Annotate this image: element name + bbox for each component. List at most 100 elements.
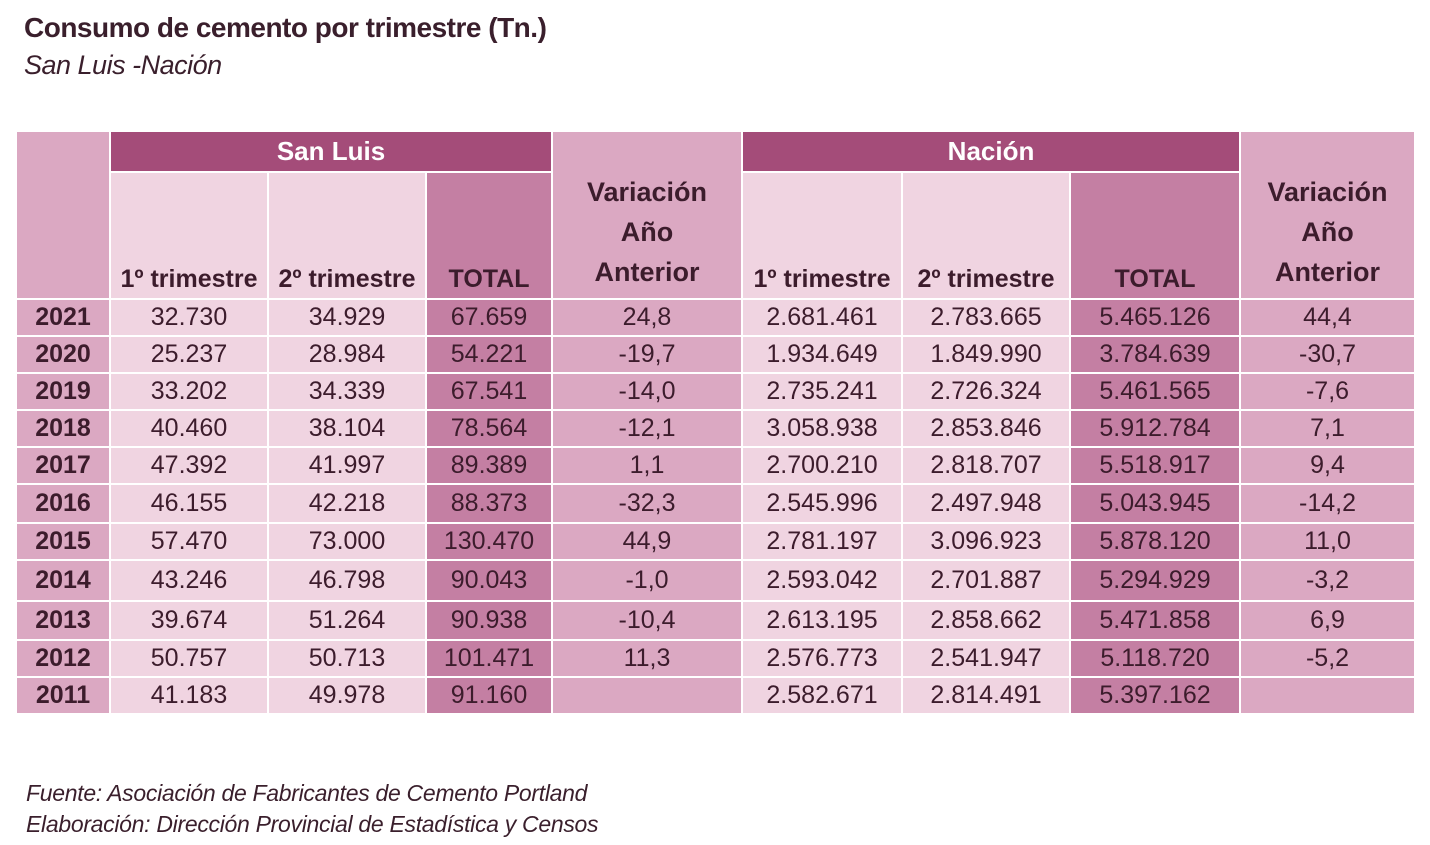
cell-san-luis-total: 88.373 <box>424 483 554 524</box>
cell-san-luis-variacion: 24,8 <box>551 298 744 337</box>
header-total-nacion: TOTAL <box>1069 171 1242 300</box>
cell-nacion-variacion: -30,7 <box>1239 335 1417 374</box>
cell-san-luis-trimestre-1: 25.237 <box>109 335 269 374</box>
table-row: 2019 33.202 34.339 67.541 -14,0 2.735.241 2.72… <box>15 372 1417 411</box>
cell-year: 2016 <box>15 483 111 524</box>
cell-nacion-variacion: -7,6 <box>1239 372 1417 411</box>
cell-san-luis-total: 89.389 <box>424 446 554 485</box>
cell-nacion-trimestre-2: 2.541.947 <box>901 639 1072 678</box>
cell-nacion-total: 5.465.126 <box>1069 298 1242 337</box>
cell-nacion-trimestre-1: 2.700.210 <box>741 446 904 485</box>
footer-source: Fuente: Asociación de Fabricantes de Cem… <box>26 780 588 806</box>
cell-year: 2011 <box>15 676 111 715</box>
group-header-san-luis: San Luis <box>108 130 554 173</box>
cell-nacion-trimestre-1: 1.934.649 <box>741 335 904 374</box>
cell-san-luis-trimestre-1: 40.460 <box>109 409 269 448</box>
header-trimestre-2-san-luis: 2º trimestre <box>267 171 427 300</box>
cell-san-luis-total: 67.659 <box>424 298 554 337</box>
cell-san-luis-variacion: -12,1 <box>551 409 744 448</box>
cell-san-luis-total: 78.564 <box>424 409 554 448</box>
cell-nacion-total: 5.518.917 <box>1069 446 1242 485</box>
table-body: 2021 32.730 34.929 67.659 24,8 2.681.461 2.783… <box>15 298 1417 715</box>
group-header-nacion: Nación <box>741 130 1242 173</box>
cell-nacion-trimestre-2: 3.096.923 <box>901 522 1072 561</box>
cell-nacion-trimestre-2: 2.814.491 <box>901 676 1072 715</box>
cell-san-luis-total: 101.471 <box>424 639 554 678</box>
cell-san-luis-trimestre-2: 51.264 <box>267 600 427 641</box>
table-row: 2017 47.392 41.997 89.389 1,1 2.700.210 2.818.… <box>15 446 1417 485</box>
table-row: 2013 39.674 51.264 90.938 -10,4 2.613.195 2.85… <box>15 600 1417 641</box>
cell-san-luis-variacion: 44,9 <box>551 522 744 561</box>
header-trimestre-1-san-luis: 1º trimestre <box>109 171 269 300</box>
cell-san-luis-total: 54.221 <box>424 335 554 374</box>
cell-year: 2018 <box>15 409 111 448</box>
cell-san-luis-trimestre-2: 41.997 <box>267 446 427 485</box>
cell-san-luis-trimestre-2: 28.984 <box>267 335 427 374</box>
cell-year: 2021 <box>15 298 111 337</box>
cell-san-luis-variacion: -10,4 <box>551 600 744 641</box>
cell-nacion-variacion: 6,9 <box>1239 600 1417 641</box>
cell-year: 2017 <box>15 446 111 485</box>
cell-nacion-variacion: 7,1 <box>1239 409 1417 448</box>
cell-san-luis-total: 91.160 <box>424 676 554 715</box>
cell-nacion-variacion <box>1239 676 1417 715</box>
header-trimestre-2-nacion: 2º trimestre <box>901 171 1072 300</box>
cell-nacion-trimestre-1: 2.681.461 <box>741 298 904 337</box>
cell-nacion-trimestre-2: 2.858.662 <box>901 600 1072 641</box>
table-row: 2016 46.155 42.218 88.373 -32,3 2.545.996 2.49… <box>15 483 1417 524</box>
cell-nacion-trimestre-2: 2.853.846 <box>901 409 1072 448</box>
cell-san-luis-trimestre-1: 46.155 <box>109 483 269 524</box>
cell-san-luis-variacion: -1,0 <box>551 559 744 602</box>
cell-nacion-total: 5.471.858 <box>1069 600 1242 641</box>
cell-nacion-trimestre-1: 2.545.996 <box>741 483 904 524</box>
cell-san-luis-trimestre-2: 49.978 <box>267 676 427 715</box>
cell-san-luis-total: 67.541 <box>424 372 554 411</box>
cell-san-luis-variacion: -32,3 <box>551 483 744 524</box>
cell-san-luis-trimestre-2: 38.104 <box>267 409 427 448</box>
cell-year: 2020 <box>15 335 111 374</box>
cell-nacion-total: 5.397.162 <box>1069 676 1242 715</box>
cell-san-luis-trimestre-1: 33.202 <box>109 372 269 411</box>
cell-nacion-total: 5.461.565 <box>1069 372 1242 411</box>
table-row: 2020 25.237 28.984 54.221 -19,7 1.934.649 1.84… <box>15 335 1417 374</box>
cell-san-luis-trimestre-1: 39.674 <box>109 600 269 641</box>
chart-title: Consumo de cemento por trimestre (Tn.) <box>24 12 547 43</box>
chart-subtitle: San Luis -Nación <box>24 50 222 80</box>
table-row: 2014 43.246 46.798 90.043 -1,0 2.593.042 2.701… <box>15 559 1417 602</box>
cell-nacion-total: 5.878.120 <box>1069 522 1242 561</box>
cell-nacion-total: 5.118.720 <box>1069 639 1242 678</box>
header-variacion-line1: Variación <box>586 177 708 207</box>
cell-nacion-total: 5.043.945 <box>1069 483 1242 524</box>
cell-nacion-trimestre-1: 3.058.938 <box>741 409 904 448</box>
cell-year: 2014 <box>15 559 111 602</box>
cell-san-luis-trimestre-2: 42.218 <box>267 483 427 524</box>
cell-san-luis-total: 90.938 <box>424 600 554 641</box>
cell-san-luis-variacion: -14,0 <box>551 372 744 411</box>
cement-consumption-table: San Luis Variación Año Anterior Nación V… <box>15 130 1417 715</box>
header-variacion-san-luis: Variación Año Anterior <box>551 130 744 300</box>
cell-san-luis-total: 130.470 <box>424 522 554 561</box>
header-variacion-line2: Año <box>1301 217 1354 247</box>
cell-san-luis-trimestre-1: 43.246 <box>109 559 269 602</box>
cell-nacion-trimestre-2: 2.783.665 <box>901 298 1072 337</box>
cell-nacion-trimestre-1: 2.576.773 <box>741 639 904 678</box>
cell-nacion-trimestre-2: 2.726.324 <box>901 372 1072 411</box>
header-variacion-line3: Anterior <box>1275 257 1381 287</box>
cell-nacion-trimestre-2: 2.497.948 <box>901 483 1072 524</box>
table-row: 2015 57.470 73.000 130.470 44,9 2.781.197 3.09… <box>15 522 1417 561</box>
cell-nacion-variacion: 9,4 <box>1239 446 1417 485</box>
cell-nacion-trimestre-1: 2.735.241 <box>741 372 904 411</box>
cell-nacion-trimestre-1: 2.593.042 <box>741 559 904 602</box>
header-variacion-line1: Variación <box>1267 177 1388 207</box>
cell-san-luis-trimestre-2: 73.000 <box>267 522 427 561</box>
header-corner <box>15 130 111 300</box>
table-row: 2011 41.183 49.978 91.160 2.582.671 2.814.491… <box>15 676 1417 715</box>
table-row: 2018 40.460 38.104 78.564 -12,1 3.058.938 2.85… <box>15 409 1417 448</box>
cell-nacion-variacion: 11,0 <box>1239 522 1417 561</box>
table-row: 2021 32.730 34.929 67.659 24,8 2.681.461 2.783… <box>15 298 1417 337</box>
cell-san-luis-trimestre-2: 34.929 <box>267 298 427 337</box>
cell-san-luis-variacion: 1,1 <box>551 446 744 485</box>
cell-nacion-trimestre-2: 2.701.887 <box>901 559 1072 602</box>
header-trimestre-1-nacion: 1º trimestre <box>741 171 904 300</box>
cell-san-luis-variacion <box>551 676 744 715</box>
